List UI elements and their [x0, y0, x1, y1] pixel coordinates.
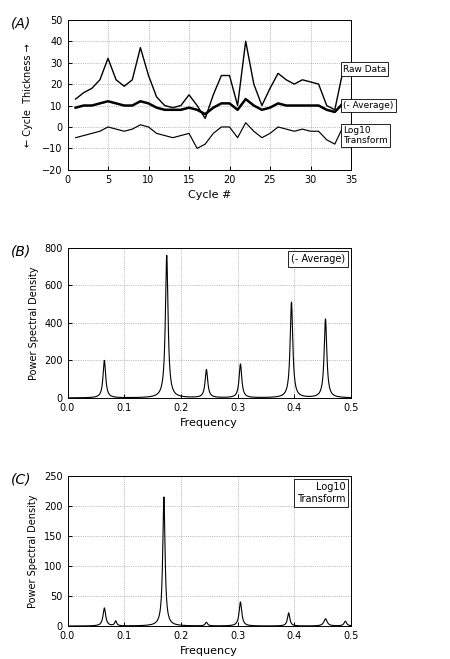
Text: Log10
Transform: Log10 Transform: [297, 482, 345, 503]
Text: (- Average): (- Average): [343, 101, 393, 110]
Text: (- Average): (- Average): [291, 254, 345, 264]
X-axis label: Frequency: Frequency: [180, 646, 238, 656]
Text: (B): (B): [11, 245, 31, 259]
Text: Raw Data: Raw Data: [343, 65, 386, 74]
Text: (C): (C): [11, 473, 32, 487]
X-axis label: Cycle #: Cycle #: [188, 190, 231, 200]
Y-axis label: Power Spectral Density: Power Spectral Density: [28, 494, 38, 608]
Y-axis label: Power Spectral Density: Power Spectral Density: [29, 266, 39, 380]
Text: ← Cycle  Thickness →: ← Cycle Thickness →: [23, 43, 33, 147]
X-axis label: Frequency: Frequency: [180, 418, 238, 428]
Text: Log10
Transform: Log10 Transform: [343, 126, 387, 145]
Text: (A): (A): [11, 16, 31, 31]
